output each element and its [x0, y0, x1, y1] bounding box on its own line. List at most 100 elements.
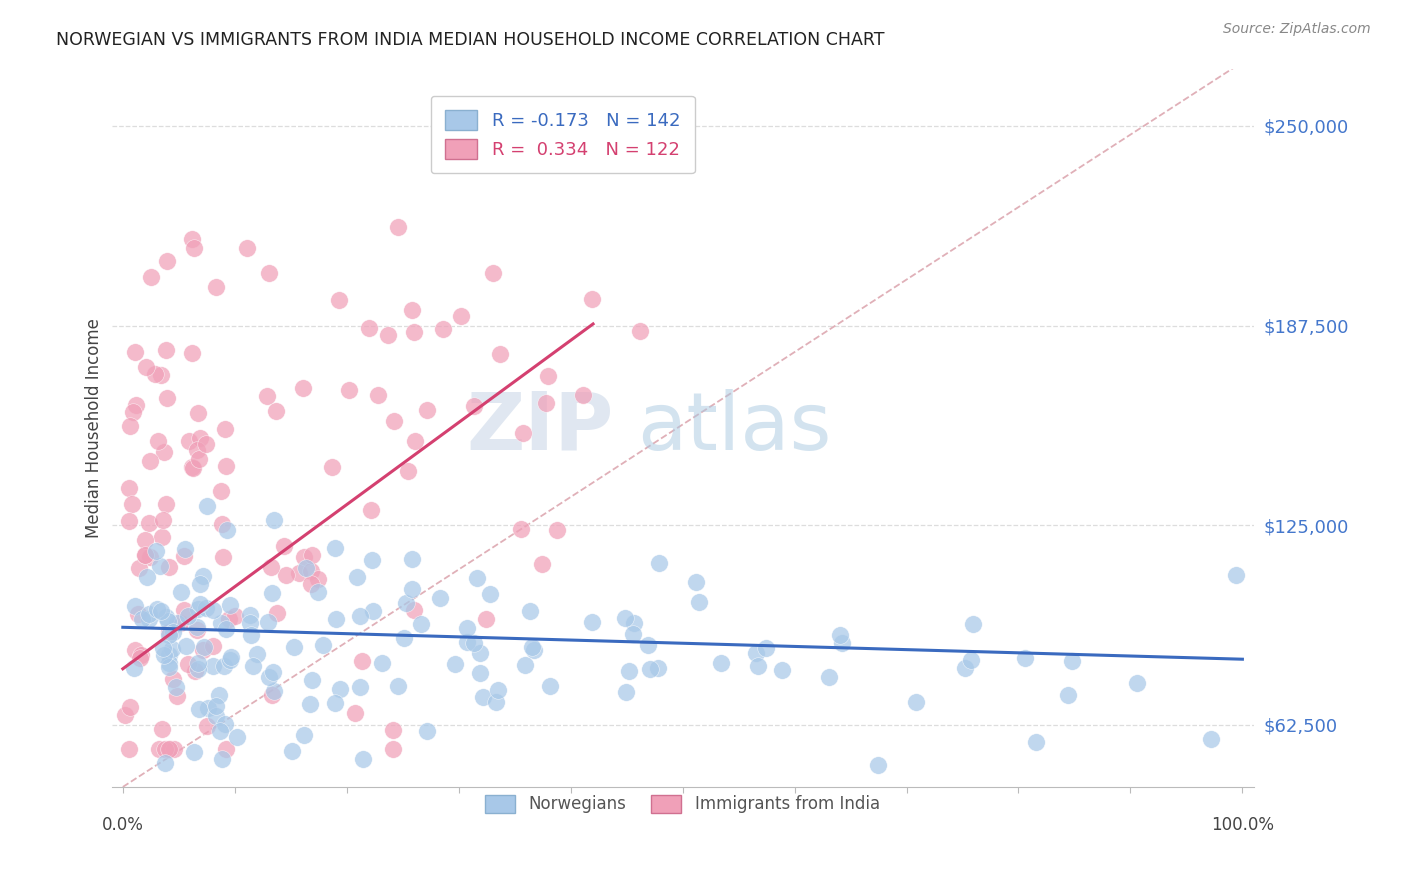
Point	[623, 615, 645, 630]
Point	[432, 321, 454, 335]
Point	[357, 321, 380, 335]
Point	[156, 391, 179, 405]
Point	[215, 622, 238, 636]
Point	[193, 640, 215, 654]
Point	[177, 609, 200, 624]
Point	[402, 602, 425, 616]
Point	[214, 717, 236, 731]
Point	[312, 638, 335, 652]
Point	[150, 530, 173, 544]
Point	[202, 603, 225, 617]
Point	[138, 612, 160, 626]
Point	[134, 533, 156, 548]
Point	[628, 324, 651, 338]
Point	[188, 431, 211, 445]
Point	[416, 723, 439, 738]
Point	[211, 751, 233, 765]
Point	[489, 347, 512, 361]
Point	[409, 616, 432, 631]
Point	[523, 643, 546, 657]
Point	[166, 615, 188, 630]
Text: 100.0%: 100.0%	[1211, 815, 1274, 834]
Point	[205, 709, 228, 723]
Point	[382, 414, 405, 428]
Point	[156, 254, 179, 268]
Point	[404, 325, 426, 339]
Point	[118, 418, 141, 433]
Point	[688, 595, 710, 609]
Point	[149, 559, 172, 574]
Point	[298, 697, 321, 711]
Point	[218, 653, 240, 667]
Point	[188, 576, 211, 591]
Point	[325, 612, 347, 626]
Point	[211, 516, 233, 531]
Point	[128, 651, 150, 665]
Point	[463, 399, 485, 413]
Point	[485, 695, 508, 709]
Point	[260, 560, 283, 574]
Point	[371, 656, 394, 670]
Legend: Norwegians, Immigrants from India: Norwegians, Immigrants from India	[477, 787, 889, 822]
Point	[148, 741, 170, 756]
Point	[217, 523, 239, 537]
Point	[143, 367, 166, 381]
Point	[638, 662, 661, 676]
Point	[321, 459, 343, 474]
Point	[155, 497, 177, 511]
Point	[363, 604, 385, 618]
Point	[162, 672, 184, 686]
Point	[163, 741, 186, 756]
Point	[349, 680, 371, 694]
Point	[183, 745, 205, 759]
Point	[1201, 731, 1223, 746]
Point	[139, 269, 162, 284]
Point	[387, 220, 409, 235]
Point	[159, 741, 181, 756]
Point	[382, 741, 405, 756]
Point	[212, 549, 235, 564]
Point	[128, 561, 150, 575]
Point	[218, 599, 240, 613]
Point	[183, 664, 205, 678]
Point	[156, 615, 179, 629]
Point	[207, 689, 229, 703]
Point	[755, 641, 778, 656]
Point	[246, 647, 269, 661]
Point	[186, 623, 208, 637]
Point	[301, 673, 323, 687]
Point	[512, 425, 534, 440]
Point	[208, 723, 231, 738]
Point	[174, 639, 197, 653]
Point	[118, 700, 141, 714]
Point	[155, 741, 177, 756]
Point	[323, 541, 346, 556]
Point	[173, 549, 195, 564]
Point	[179, 434, 201, 449]
Point	[349, 608, 371, 623]
Point	[648, 556, 671, 570]
Point	[212, 658, 235, 673]
Point	[1014, 651, 1036, 665]
Point	[157, 625, 180, 640]
Point	[468, 646, 491, 660]
Point	[150, 604, 173, 618]
Point	[152, 648, 174, 662]
Point	[482, 266, 505, 280]
Point	[135, 359, 157, 374]
Point	[617, 664, 640, 678]
Point	[540, 680, 562, 694]
Point	[129, 648, 152, 662]
Point	[155, 343, 177, 357]
Point	[125, 398, 148, 412]
Point	[323, 696, 346, 710]
Point	[136, 570, 159, 584]
Point	[159, 741, 181, 756]
Point	[145, 544, 167, 558]
Point	[259, 266, 281, 280]
Point	[238, 607, 260, 622]
Point	[292, 549, 315, 564]
Point	[187, 662, 209, 676]
Point	[831, 636, 853, 650]
Point	[146, 434, 169, 448]
